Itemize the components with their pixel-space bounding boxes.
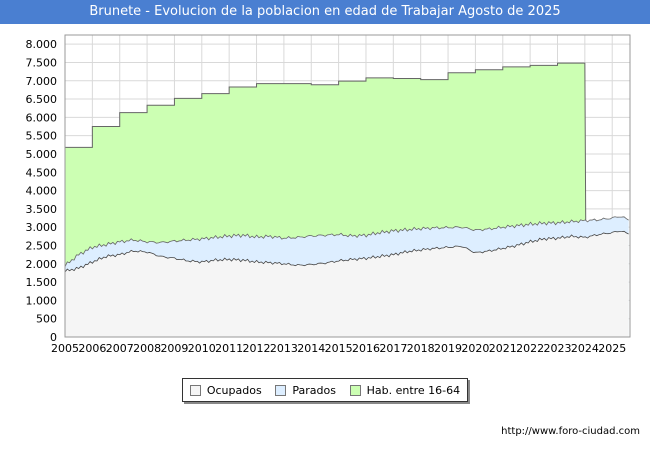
x-tick-label: 2015 — [325, 342, 353, 354]
y-tick-label: 7.500 — [26, 56, 58, 69]
legend-swatch-parados — [275, 384, 287, 396]
chart-title: Brunete - Evolucion de la poblacion en e… — [0, 0, 650, 24]
x-tick-label: 2023 — [543, 342, 571, 354]
legend-label-ocupados: Ocupados — [206, 383, 262, 397]
series-line-ocupados — [64, 230, 629, 273]
x-tick-label: 2008 — [133, 342, 161, 354]
y-tick-label: 0 — [50, 331, 57, 344]
x-tick-label: 2016 — [352, 342, 380, 354]
y-tick-label: 2.000 — [26, 258, 58, 271]
population-chart: 0 500 1.000 1.500 2.000 2.500 3.000 3.500 4.000 4… — [26, 34, 631, 354]
y-tick-label: 8.000 — [26, 38, 58, 51]
legend-item-parados: Parados — [275, 384, 336, 397]
plot-border — [64, 34, 631, 338]
x-tick-label: 2020 — [461, 342, 489, 354]
x-tick-label: 2018 — [407, 342, 435, 354]
y-tick-label: 6.500 — [26, 93, 58, 106]
y-tick-label: 5.000 — [26, 148, 58, 161]
y-tick-label: 6.000 — [26, 111, 58, 124]
x-tick-label: 2017 — [379, 342, 407, 354]
x-tick-label: 2005 — [51, 342, 79, 354]
y-tick-label: 4.000 — [26, 185, 58, 198]
legend-swatch-hab — [349, 384, 361, 396]
series-areas — [64, 62, 629, 338]
y-tick-label: 5.500 — [26, 130, 58, 143]
x-tick-label: 2009 — [160, 342, 188, 354]
series-line-parados — [64, 216, 629, 267]
legend-item-ocupados: Ocupados — [189, 383, 262, 397]
x-tick-label: 2006 — [78, 342, 106, 354]
legend-item-hab: Hab. entre 16-64 — [349, 383, 461, 397]
legend-label-hab: Hab. entre 16-64 — [366, 383, 461, 397]
x-tick-label: 2010 — [188, 342, 216, 354]
axes: 0 500 1.000 1.500 2.000 2.500 3.000 3.500 4.000 4… — [26, 34, 631, 354]
x-tick-label: 2011 — [215, 342, 243, 354]
legend: Ocupados Parados Hab. entre 16-64 — [182, 378, 468, 402]
y-tick-label: 4.500 — [26, 166, 58, 179]
x-tick-label: 2012 — [243, 342, 271, 354]
x-tick-label: 2013 — [270, 342, 298, 354]
y-tick-label: 500 — [36, 313, 57, 326]
x-tick-label: 2025 — [598, 342, 626, 354]
x-tick-label: 2021 — [489, 342, 517, 354]
x-tick-label: 2014 — [297, 342, 325, 354]
y-tick-label: 1.500 — [26, 276, 58, 289]
y-tick-label: 7.000 — [26, 75, 58, 88]
y-tick-label: 3.500 — [26, 203, 58, 216]
series-area-ocupados — [65, 231, 629, 337]
x-tick-label: 2019 — [434, 342, 462, 354]
x-tick-label: 2022 — [516, 342, 544, 354]
source-link[interactable]: http://www.foro-ciudad.com — [501, 426, 640, 437]
x-tick-label: 2007 — [106, 342, 134, 354]
legend-label-parados: Parados — [292, 383, 336, 397]
y-tick-label: 1.000 — [26, 294, 58, 307]
y-tick-label: 3.000 — [26, 221, 58, 234]
series-line-hab — [65, 62, 587, 338]
x-tick-label: 2024 — [571, 342, 599, 354]
y-tick-label: 2.500 — [26, 239, 58, 252]
legend-swatch-ocupados — [189, 384, 201, 396]
